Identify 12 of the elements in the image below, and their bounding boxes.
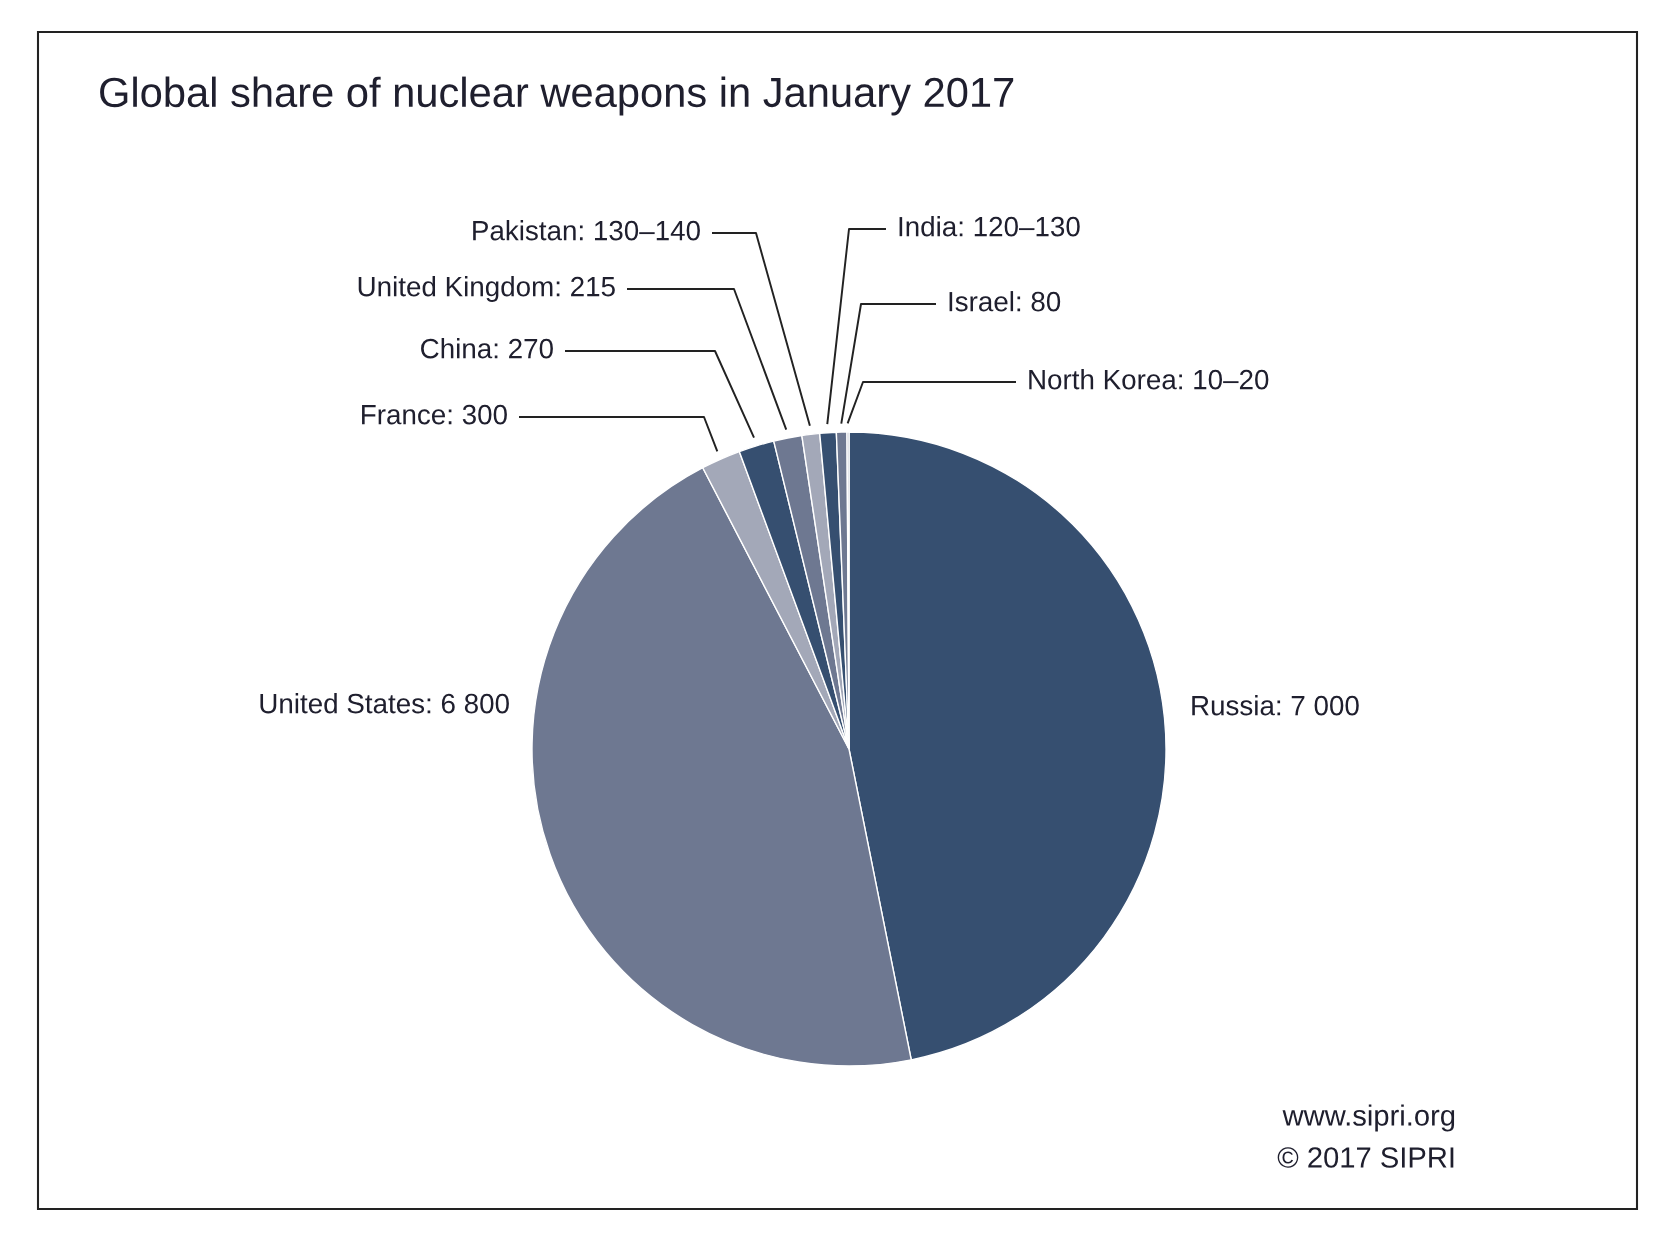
- slice-label: Israel: 80: [949, 291, 1061, 312]
- slice-label: China: 270: [421, 338, 553, 359]
- text: www.sipri.org: [1282, 1104, 1455, 1132]
- text: © 2017 SIPRI: [1277, 1147, 1454, 1168]
- slice-label: France: 300: [362, 404, 507, 425]
- slice-label: United Kingdom: 215: [358, 276, 615, 302]
- slice-label: North Korea: 10–20: [1029, 369, 1269, 390]
- slice-label: United States: 6 800: [260, 693, 509, 714]
- chart-title: Global share of nuclear weapons in January 2017: [100, 76, 1014, 116]
- slice-label: Pakistan: 130–140: [473, 220, 700, 241]
- slice-label: Russia: 7 000: [1192, 695, 1359, 716]
- slice-label: India: 120–130: [899, 216, 1080, 237]
